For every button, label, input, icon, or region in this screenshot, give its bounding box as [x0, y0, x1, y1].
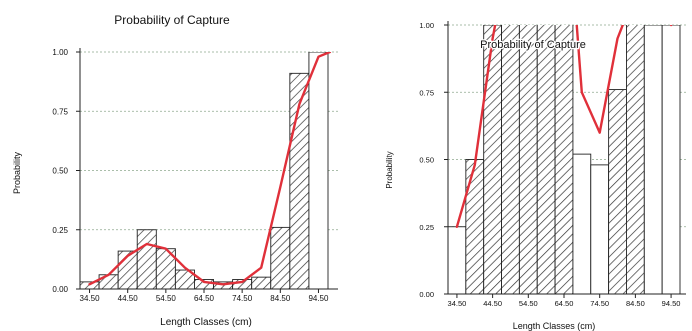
x-tick-label: 74.50	[590, 299, 609, 308]
chart-right-bars	[447, 25, 681, 295]
x-tick-label: 94.50	[662, 299, 681, 308]
chart-left: Probability of Capture Probability Lengt…	[12, 13, 338, 328]
y-tick-label: 0.50	[52, 167, 68, 176]
y-tick-label: 0.00	[419, 290, 434, 299]
chart-right-ylabel: Probability	[385, 151, 394, 188]
bar-94-50	[661, 25, 681, 295]
bar-34-50	[447, 226, 467, 295]
chart-left-axes	[79, 48, 338, 290]
x-tick-label: 74.50	[232, 294, 253, 303]
chart-right-title: Probability of Capture	[480, 39, 586, 51]
chart-left-bars	[79, 52, 329, 289]
bar-69-50	[572, 153, 592, 295]
chart-right-xticks: 34.50 44.50 54.50 64.50 74.50 84.50 94.50	[448, 294, 681, 308]
chart-left-title: Probability of Capture	[114, 13, 230, 27]
y-tick-label: 0.75	[52, 107, 68, 116]
chart-left-xlabel: Length Classes (cm)	[160, 317, 252, 328]
x-tick-label: 84.50	[270, 294, 291, 303]
x-tick-label: 54.50	[519, 299, 538, 308]
x-tick-label: 54.50	[156, 294, 177, 303]
y-tick-label: 1.00	[419, 21, 434, 30]
selectivity-curve	[88, 52, 332, 286]
chart-left-curve	[88, 52, 332, 286]
bar-74-50	[590, 164, 610, 295]
y-tick-label: 0.25	[419, 223, 434, 232]
bar-89-50	[643, 25, 663, 295]
chart-left-xticks: 34.50 44.50 54.50 64.50 74.50 84.50 94.50	[80, 289, 329, 303]
chart-right-xlabel: Length Classes (cm)	[513, 321, 596, 331]
x-tick-label: 84.50	[626, 299, 645, 308]
y-tick-label: 0.50	[419, 156, 434, 165]
x-tick-label: 34.50	[80, 294, 101, 303]
bar-94-50	[308, 52, 329, 289]
chart-left-yticks: 0.00 0.25 0.50 0.75 1.00	[52, 48, 80, 294]
y-tick-label: 0.75	[419, 88, 434, 97]
x-tick-label: 64.50	[194, 294, 215, 303]
bar-49-50	[136, 229, 157, 289]
bar-84-50	[626, 25, 645, 295]
chart-right-yticks: 0.00 0.25 0.50 0.75 1.00	[419, 21, 448, 299]
x-tick-label: 64.50	[555, 299, 574, 308]
x-tick-label: 44.50	[118, 294, 139, 303]
bar-84-50	[270, 226, 291, 289]
x-tick-label: 44.50	[483, 299, 502, 308]
x-tick-label: 94.50	[308, 294, 329, 303]
y-tick-label: 0.00	[52, 285, 68, 294]
chart-right-axes	[447, 21, 686, 295]
y-tick-label: 0.25	[52, 226, 68, 235]
chart-left-ylabel: Probability	[12, 151, 22, 194]
chart-left-gridlines	[80, 51, 338, 231]
chart-right: Probability Length Classes (cm) 0.00 0.25…	[385, 21, 686, 331]
bar-44-50	[483, 25, 502, 295]
bar-79-50	[608, 89, 627, 295]
x-tick-label: 34.50	[448, 299, 467, 308]
bar-79-50	[251, 276, 272, 289]
y-tick-label: 1.00	[52, 48, 68, 57]
bar-39-50	[465, 159, 485, 295]
